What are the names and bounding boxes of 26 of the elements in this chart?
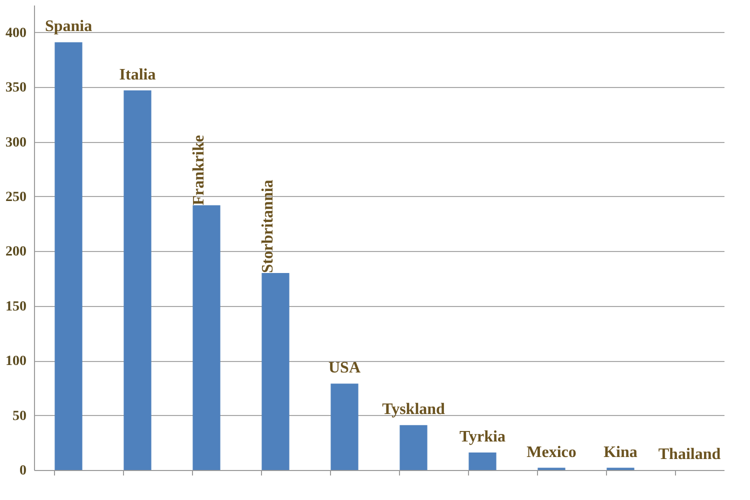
bar bbox=[192, 205, 220, 470]
y-tick-label: 50 bbox=[12, 408, 26, 424]
y-tick-label: 300 bbox=[6, 135, 26, 150]
y-tick-label: 250 bbox=[6, 190, 26, 205]
x-tick-label: Thailand bbox=[658, 446, 721, 463]
y-tick-label: 100 bbox=[6, 354, 26, 370]
y-tick-label: 0 bbox=[20, 464, 26, 478]
y-tick-label: 200 bbox=[6, 244, 26, 260]
x-tick-label: Frankrike bbox=[190, 135, 208, 206]
y-tick-label: 150 bbox=[6, 299, 26, 314]
x-tick-label: Italia bbox=[119, 66, 156, 84]
bar bbox=[468, 452, 496, 470]
x-tick-label: Mexico bbox=[526, 444, 576, 461]
x-tick-label: Tyskland bbox=[382, 401, 446, 418]
bar bbox=[262, 273, 290, 470]
bar bbox=[400, 425, 428, 470]
x-tick-label: Spania bbox=[44, 18, 92, 36]
x-tick-label: Kina bbox=[604, 444, 638, 461]
bar bbox=[124, 90, 152, 470]
x-tick-label: Storbritannia bbox=[260, 180, 276, 274]
y-tick-label: 400 bbox=[6, 26, 26, 41]
y-tick-label: 350 bbox=[6, 80, 26, 96]
bar bbox=[330, 384, 358, 470]
x-tick-label: USA bbox=[328, 360, 361, 377]
x-tick-label: Tyrkia bbox=[460, 428, 506, 446]
bar bbox=[54, 42, 82, 470]
